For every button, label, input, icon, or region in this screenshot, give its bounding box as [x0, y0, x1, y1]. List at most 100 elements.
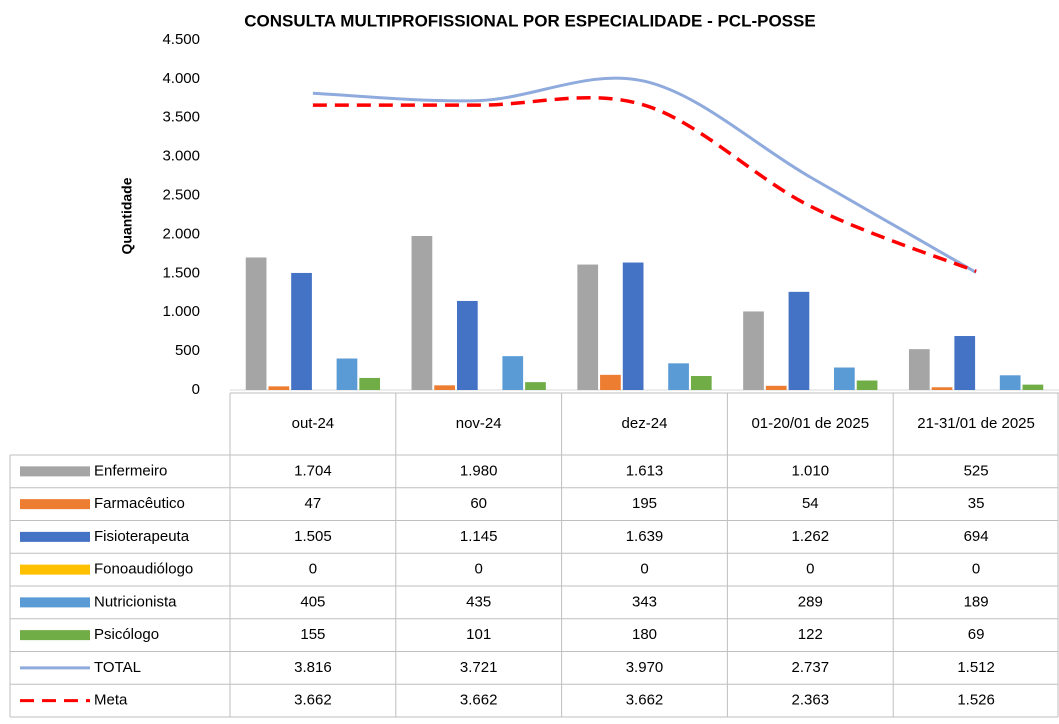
bar [743, 311, 764, 390]
table-value: 0 [640, 561, 648, 578]
header-cell: dez-24 [621, 415, 668, 432]
x-tick-label: nov-24 [455, 415, 502, 432]
y-tick-label: 500 [175, 342, 200, 359]
bar [502, 356, 524, 390]
x-tick-label: 01-20/01 de 2025 [751, 415, 870, 432]
bar [336, 358, 358, 390]
header-cell: 21-31/01 de 2025 [917, 415, 1035, 432]
header-cell: nov-24 [455, 415, 502, 432]
table-value: 35 [968, 495, 985, 512]
bar [411, 236, 433, 390]
table-value: 0 [972, 561, 980, 578]
table-value: 694 [964, 528, 989, 545]
table-value: 1.145 [460, 528, 498, 545]
table-value: 60 [470, 495, 487, 512]
bar [359, 377, 381, 390]
y-tick-label: 0 [192, 381, 200, 398]
legend-key [20, 499, 90, 510]
table-value: 3.662 [460, 692, 498, 709]
legend-label: Psicólogo [94, 626, 159, 643]
bar [999, 375, 1021, 390]
bar [834, 367, 855, 390]
table-value: 525 [964, 462, 989, 479]
table-value: 3.721 [460, 659, 498, 676]
bar [456, 300, 478, 390]
line [312, 95, 977, 273]
table-value: 1.639 [626, 528, 664, 545]
legend-key [20, 564, 90, 575]
table-value: 101 [466, 626, 491, 643]
line [312, 76, 977, 274]
x-tick-label: dez-24 [621, 415, 668, 432]
table-value: 3.662 [626, 692, 664, 709]
table-value: 1.262 [792, 528, 830, 545]
table-value: 0 [806, 561, 814, 578]
table-value: 3.816 [294, 659, 332, 676]
legend-label: Farmacêutico [94, 495, 185, 512]
table-value: 1.010 [792, 462, 830, 479]
y-axis-label: Quantidade [119, 177, 135, 254]
y-tick-label: 3.000 [162, 148, 200, 165]
bar [291, 272, 312, 390]
header-cell: 01-20/01 de 2025 [751, 415, 870, 432]
bar [856, 380, 878, 390]
bar [245, 257, 267, 390]
table-value: 1.526 [957, 692, 995, 709]
table-value: 195 [632, 495, 657, 512]
table-value: 0 [475, 561, 483, 578]
y-tick-label: 1.500 [162, 264, 200, 281]
legend-key [20, 531, 90, 542]
bar [765, 385, 787, 390]
y-tick-label: 3.500 [162, 109, 200, 126]
header-cell: out-24 [291, 415, 335, 432]
legend-label: Meta [94, 692, 128, 709]
table-value: 3.970 [626, 659, 664, 676]
x-tick-label: out-24 [291, 415, 335, 432]
bar [788, 291, 810, 390]
table-value: 0 [309, 561, 317, 578]
legend-label: TOTAL [94, 659, 141, 676]
table-value: 3.662 [294, 692, 332, 709]
table-value: 1.613 [626, 462, 664, 479]
x-tick-label: 21-31/01 de 2025 [917, 415, 1035, 432]
chart-title: CONSULTA MULTIPROFISSIONAL POR ESPECIALI… [244, 11, 815, 30]
bar [668, 363, 689, 390]
table-value: 54 [802, 495, 819, 512]
legend-label: Enfermeiro [94, 462, 167, 479]
legend-label: Fonoaudiólogo [94, 561, 193, 578]
y-tick-label: 4.000 [162, 70, 200, 87]
bar [931, 387, 953, 390]
table-value: 1.512 [957, 659, 995, 676]
table-value: 289 [798, 593, 823, 610]
legend-key [20, 597, 90, 608]
table-value: 2.363 [792, 692, 830, 709]
y-tick-label: 2.000 [162, 225, 200, 242]
table-value: 189 [964, 593, 989, 610]
table-value: 405 [300, 593, 325, 610]
bar [908, 349, 930, 390]
y-tick-label: 4.500 [162, 31, 200, 48]
bar [690, 376, 712, 390]
y-tick-label: 1.000 [162, 303, 200, 320]
legend-label: Nutricionista [94, 593, 177, 610]
bar [268, 386, 290, 390]
table-value: 1.704 [294, 462, 332, 479]
bar [577, 264, 599, 390]
table-value: 1.980 [460, 462, 498, 479]
legend-key [20, 630, 90, 641]
bar [434, 385, 455, 390]
bar [1022, 384, 1044, 390]
table-value: 2.737 [792, 659, 830, 676]
legend-key [20, 466, 90, 477]
y-tick-label: 2.500 [162, 187, 200, 204]
table-value: 155 [300, 626, 325, 643]
bar [622, 262, 644, 390]
bar [525, 382, 546, 390]
table-value: 343 [632, 593, 657, 610]
table-value: 435 [466, 593, 491, 610]
bar [600, 374, 621, 390]
table-value: 180 [632, 626, 657, 643]
table-value: 47 [305, 495, 322, 512]
